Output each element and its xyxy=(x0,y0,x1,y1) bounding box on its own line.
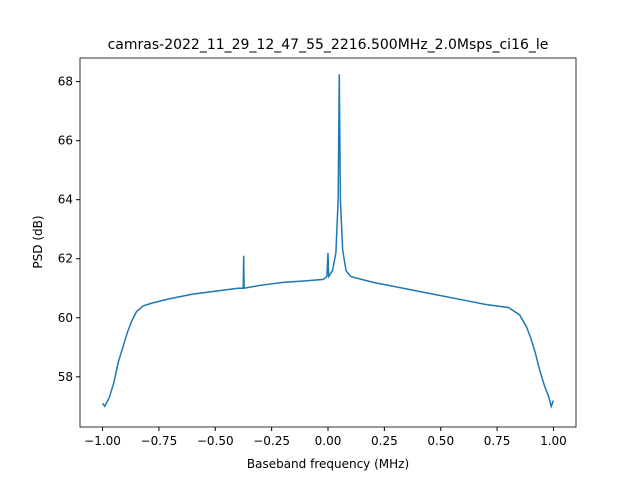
x-tick-label: 0.50 xyxy=(427,434,454,448)
x-tick-label: −0.50 xyxy=(197,434,234,448)
y-axis-label: PSD (dB) xyxy=(31,215,45,268)
y-tick-label: 64 xyxy=(58,193,73,207)
y-tick-label: 62 xyxy=(58,252,73,266)
x-tick-label: 0.25 xyxy=(371,434,398,448)
x-tick-label: −0.75 xyxy=(141,434,178,448)
y-tick-label: 68 xyxy=(58,75,73,89)
x-tick-label: 1.00 xyxy=(540,434,567,448)
y-tick-label: 60 xyxy=(58,311,73,325)
y-tick-label: 58 xyxy=(58,370,73,384)
x-axis-label: Baseband frequency (MHz) xyxy=(247,457,409,471)
line-series xyxy=(101,74,555,409)
y-tick-label: 66 xyxy=(58,134,73,148)
x-tick-label: 0.75 xyxy=(484,434,511,448)
x-tick-label: −1.00 xyxy=(84,434,121,448)
plot-frame xyxy=(79,57,577,428)
x-tick-label: −0.25 xyxy=(253,434,290,448)
x-tick-label: 0.00 xyxy=(315,434,342,448)
chart-title: camras-2022_11_29_12_47_55_2216.500MHz_2… xyxy=(108,37,549,53)
